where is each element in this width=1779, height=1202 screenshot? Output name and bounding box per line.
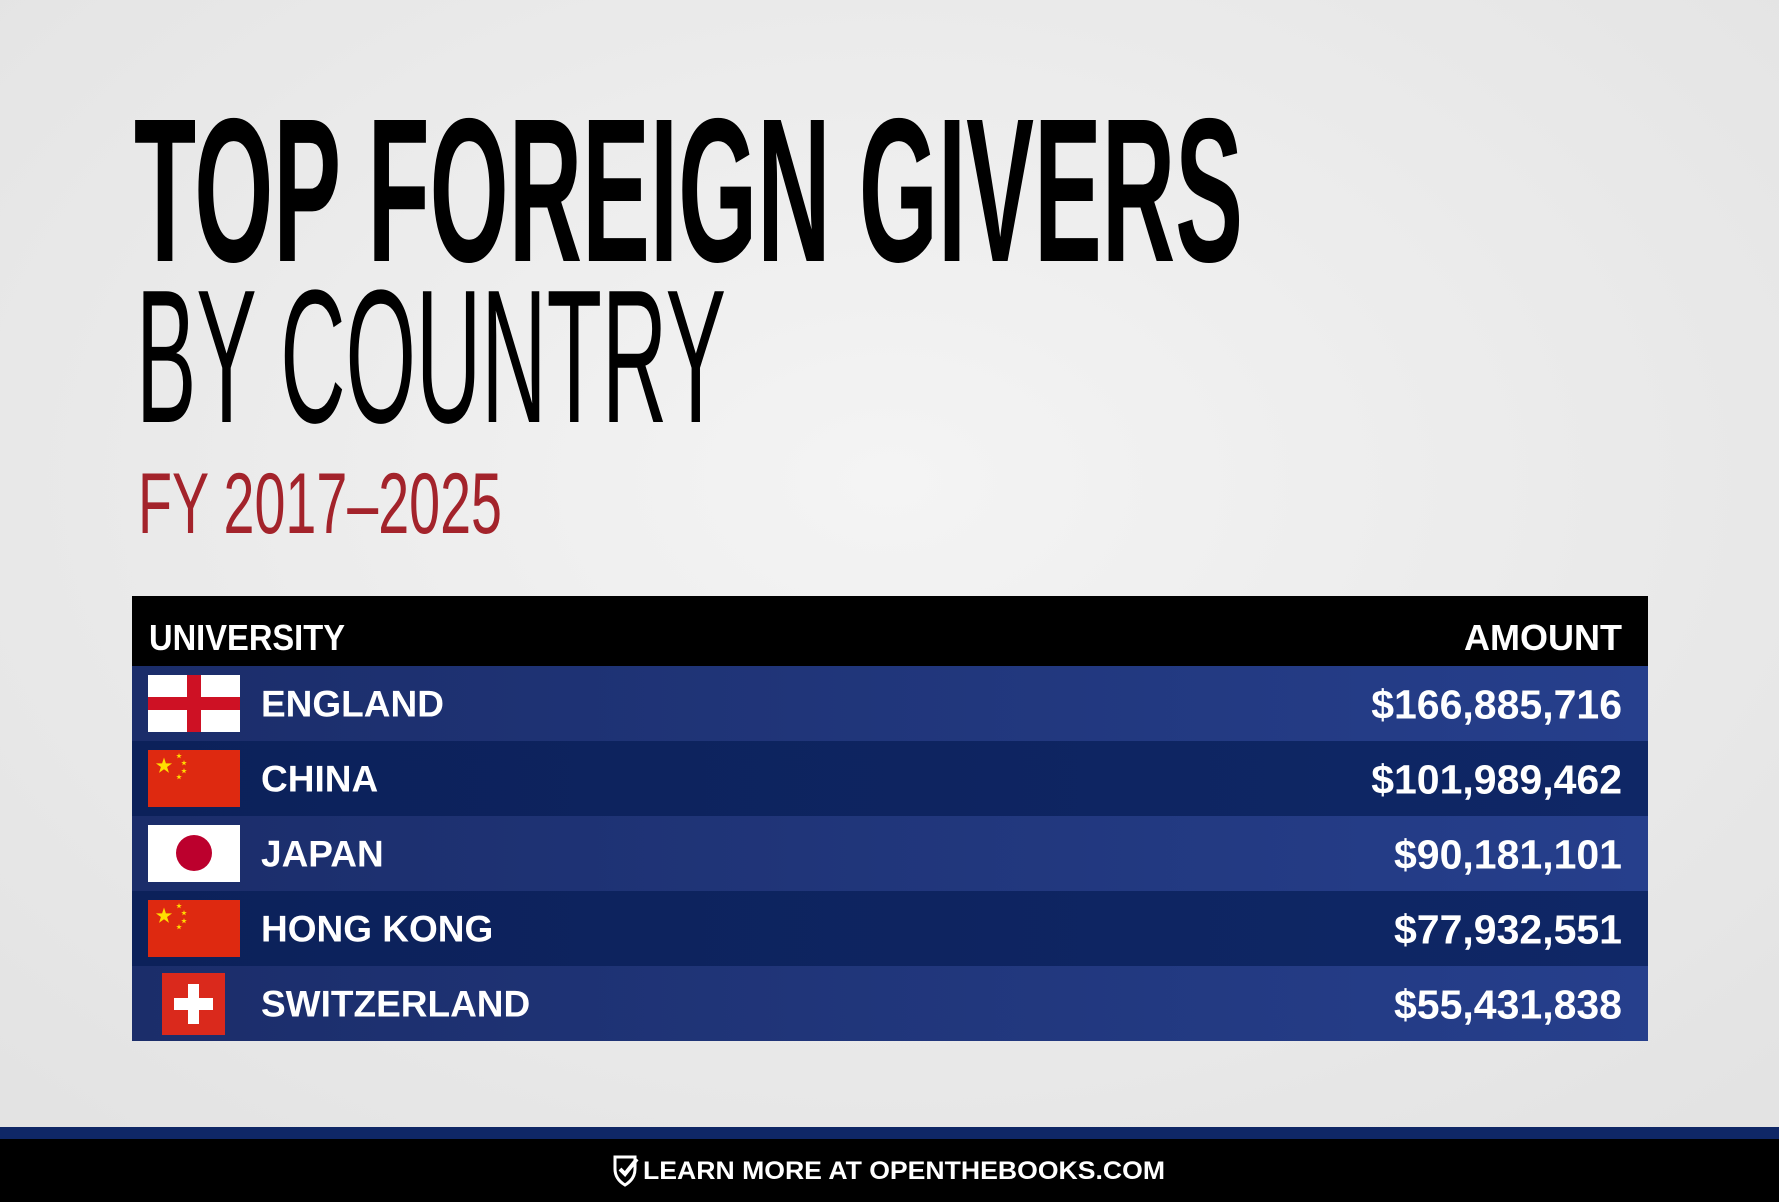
flag-switzerland — [162, 973, 225, 1035]
amount: $77,932,551 — [1394, 907, 1622, 953]
flags — [148, 675, 240, 1035]
table-row — [132, 666, 1648, 741]
table-header — [132, 596, 1648, 666]
table-row — [132, 966, 1648, 1041]
table-row — [132, 816, 1648, 891]
flag-hong-kong — [148, 900, 240, 957]
period: FY 2017–2025 — [138, 456, 502, 552]
table-body: ENGLAND $166,885,716 CHINA $101,989,462 JAPA… — [132, 666, 1648, 1041]
country: SWITZERLAND — [261, 984, 530, 1025]
country: HONG KONG — [261, 909, 493, 950]
flag-japan — [148, 825, 240, 882]
column-header: AMOUNT — [1464, 617, 1622, 658]
country: JAPAN — [261, 834, 384, 875]
table-row — [132, 741, 1648, 816]
footer-stripe — [0, 1127, 1779, 1139]
footer-text: LEARN MORE AT OPENTHEBOOKS.COM — [643, 1157, 1165, 1185]
amount: $90,181,101 — [1394, 832, 1622, 878]
column-header: UNIVERSITY — [149, 617, 345, 658]
title: TOP FOREIGN GIVERS — [134, 76, 1243, 305]
country: ENGLAND — [261, 684, 444, 725]
subtitle: BY COUNTRY — [136, 251, 726, 463]
amount: $166,885,716 — [1371, 682, 1622, 728]
amount: $55,431,838 — [1394, 982, 1622, 1028]
check-icon — [613, 1155, 639, 1187]
table-row — [132, 891, 1648, 966]
flag-china — [148, 750, 240, 807]
country: CHINA — [261, 759, 378, 800]
amount: $101,989,462 — [1371, 757, 1622, 803]
flag-england — [148, 675, 240, 732]
footer — [0, 1139, 1779, 1202]
